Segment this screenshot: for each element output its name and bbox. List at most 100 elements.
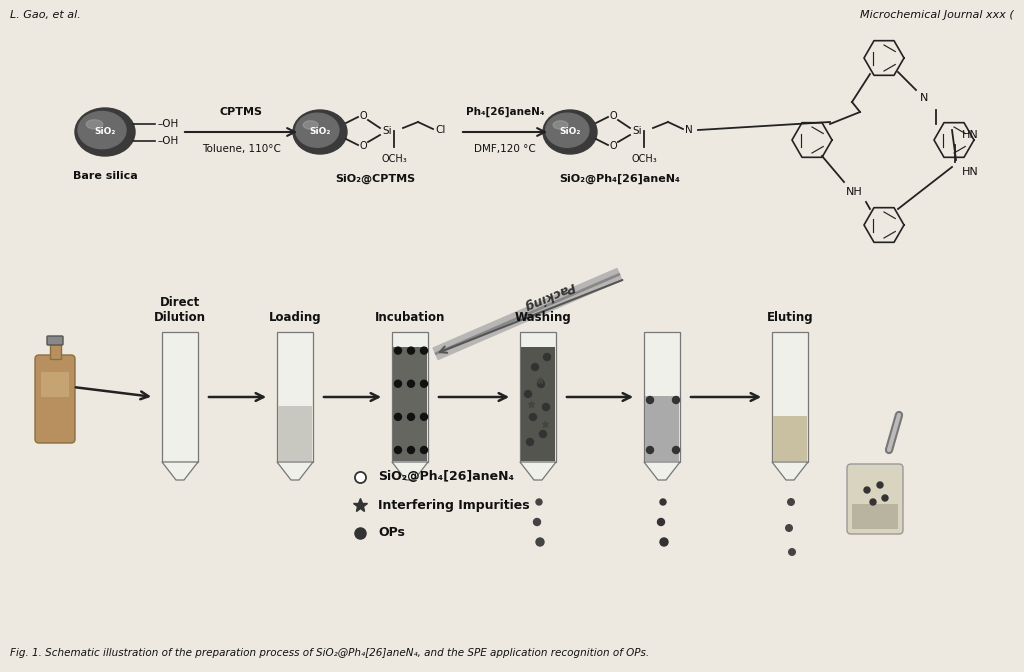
Circle shape bbox=[408, 380, 415, 387]
Text: L. Gao, et al.: L. Gao, et al. bbox=[10, 10, 81, 20]
Bar bbox=[645, 396, 679, 461]
Circle shape bbox=[540, 431, 547, 437]
Text: Si: Si bbox=[382, 126, 391, 136]
Text: Interfering Impurities: Interfering Impurities bbox=[378, 499, 529, 511]
Ellipse shape bbox=[543, 110, 597, 154]
Text: Direct
Dilution: Direct Dilution bbox=[154, 296, 206, 324]
Circle shape bbox=[408, 413, 415, 421]
Circle shape bbox=[394, 380, 401, 387]
Circle shape bbox=[538, 380, 545, 388]
Text: O: O bbox=[609, 111, 616, 121]
Text: O: O bbox=[359, 111, 367, 121]
Circle shape bbox=[394, 413, 401, 421]
Text: Loading: Loading bbox=[268, 311, 322, 324]
Ellipse shape bbox=[86, 120, 102, 129]
Circle shape bbox=[660, 538, 668, 546]
Circle shape bbox=[882, 495, 888, 501]
Circle shape bbox=[877, 482, 883, 488]
Circle shape bbox=[544, 353, 551, 360]
Text: –OH: –OH bbox=[157, 119, 178, 129]
Text: CPTMS: CPTMS bbox=[219, 107, 262, 117]
Circle shape bbox=[421, 347, 427, 354]
Circle shape bbox=[785, 525, 793, 532]
Text: Si: Si bbox=[632, 126, 642, 136]
FancyBboxPatch shape bbox=[35, 355, 75, 443]
Ellipse shape bbox=[293, 110, 347, 154]
Circle shape bbox=[788, 549, 796, 555]
Bar bbox=[772, 332, 808, 462]
Bar bbox=[520, 332, 556, 462]
Circle shape bbox=[524, 390, 531, 398]
Text: Incubation: Incubation bbox=[375, 311, 445, 324]
Bar bbox=[278, 407, 312, 461]
Circle shape bbox=[529, 413, 537, 421]
Text: Eluting: Eluting bbox=[767, 311, 813, 324]
Ellipse shape bbox=[553, 121, 568, 129]
Text: OCH₃: OCH₃ bbox=[382, 154, 408, 164]
Circle shape bbox=[421, 380, 427, 387]
Text: SiO₂: SiO₂ bbox=[309, 128, 331, 136]
Text: Microchemical Journal xxx (: Microchemical Journal xxx ( bbox=[860, 10, 1014, 20]
Circle shape bbox=[673, 396, 680, 403]
Text: SiO₂@CPTMS: SiO₂@CPTMS bbox=[335, 174, 415, 184]
Circle shape bbox=[646, 396, 653, 403]
Circle shape bbox=[526, 439, 534, 446]
Text: Fig. 1. Schematic illustration of the preparation process of SiO₂@Ph₄[26]aneN₄, : Fig. 1. Schematic illustration of the pr… bbox=[10, 648, 649, 658]
Circle shape bbox=[534, 519, 541, 526]
Text: O: O bbox=[359, 141, 367, 151]
Bar bbox=[521, 347, 555, 461]
Text: HN: HN bbox=[962, 130, 978, 140]
Text: DMF,120 °C: DMF,120 °C bbox=[474, 144, 536, 154]
Circle shape bbox=[394, 347, 401, 354]
Text: N: N bbox=[920, 93, 928, 103]
Circle shape bbox=[421, 413, 427, 421]
Ellipse shape bbox=[303, 121, 318, 129]
Bar bbox=[644, 332, 680, 462]
Text: Bare silica: Bare silica bbox=[73, 171, 137, 181]
Circle shape bbox=[536, 538, 544, 546]
Polygon shape bbox=[392, 462, 428, 480]
Bar bbox=[773, 415, 807, 461]
Bar bbox=[393, 347, 427, 461]
Bar bbox=[852, 504, 898, 529]
Text: Toluene, 110°C: Toluene, 110°C bbox=[202, 144, 281, 154]
FancyBboxPatch shape bbox=[47, 336, 63, 345]
Bar bbox=[278, 332, 313, 462]
Text: NH: NH bbox=[846, 187, 862, 197]
Text: O: O bbox=[609, 141, 616, 151]
Circle shape bbox=[646, 446, 653, 454]
Circle shape bbox=[408, 347, 415, 354]
Text: Washing: Washing bbox=[515, 311, 571, 324]
Circle shape bbox=[536, 499, 542, 505]
Polygon shape bbox=[772, 462, 808, 480]
Text: SiO₂@Ph₄[26]aneN₄: SiO₂@Ph₄[26]aneN₄ bbox=[559, 174, 680, 184]
Bar bbox=[49, 343, 60, 359]
Bar bbox=[392, 332, 428, 462]
Text: OCH₃: OCH₃ bbox=[632, 154, 657, 164]
Text: Packing: Packing bbox=[522, 279, 578, 312]
Text: SiO₂@Ph₄[26]aneN₄: SiO₂@Ph₄[26]aneN₄ bbox=[378, 470, 514, 483]
Ellipse shape bbox=[75, 108, 135, 156]
Text: N: N bbox=[685, 125, 693, 135]
Bar bbox=[41, 372, 69, 397]
Polygon shape bbox=[278, 462, 313, 480]
Ellipse shape bbox=[78, 112, 126, 149]
Polygon shape bbox=[162, 462, 198, 480]
Text: SiO₂: SiO₂ bbox=[94, 128, 116, 136]
Bar bbox=[162, 332, 198, 462]
Circle shape bbox=[660, 499, 666, 505]
Circle shape bbox=[657, 519, 665, 526]
FancyBboxPatch shape bbox=[847, 464, 903, 534]
Ellipse shape bbox=[546, 113, 589, 147]
Text: –OH: –OH bbox=[157, 136, 178, 146]
Circle shape bbox=[408, 446, 415, 454]
Circle shape bbox=[864, 487, 870, 493]
Circle shape bbox=[787, 499, 795, 505]
Polygon shape bbox=[644, 462, 680, 480]
Text: OPs: OPs bbox=[378, 526, 404, 540]
Circle shape bbox=[394, 446, 401, 454]
Circle shape bbox=[673, 446, 680, 454]
Text: SiO₂: SiO₂ bbox=[559, 128, 581, 136]
Circle shape bbox=[531, 364, 539, 370]
Ellipse shape bbox=[296, 113, 339, 147]
